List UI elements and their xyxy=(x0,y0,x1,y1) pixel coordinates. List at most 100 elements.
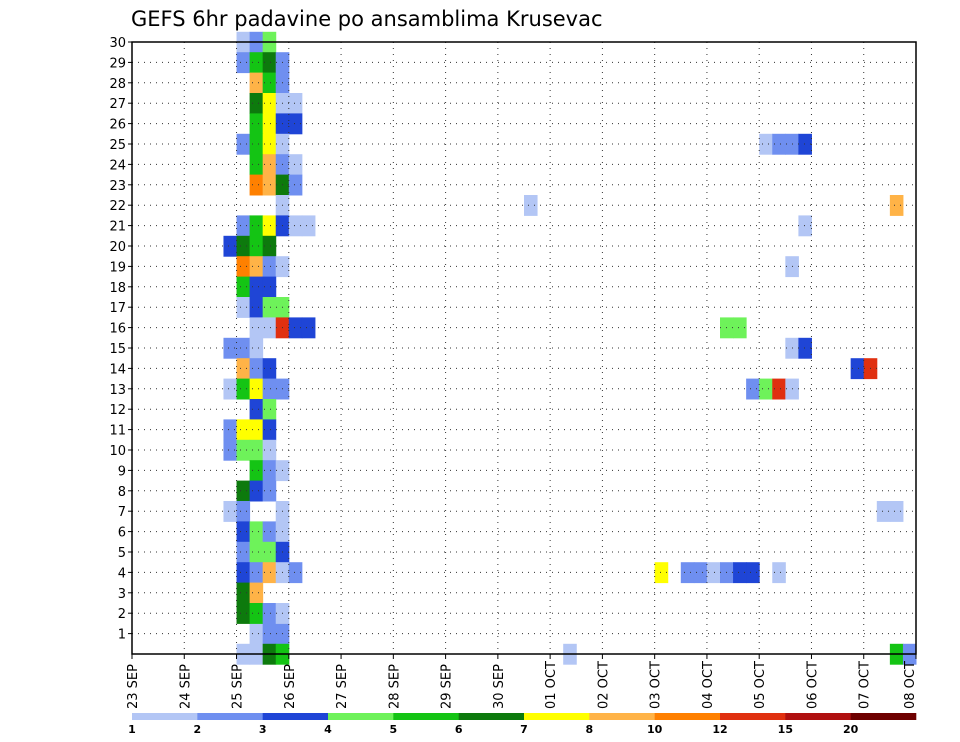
heatmap-cell xyxy=(262,439,277,461)
heatmap-cell xyxy=(262,317,277,339)
legend-swatch xyxy=(458,713,525,720)
heatmap-cell xyxy=(288,154,303,176)
heatmap-cell xyxy=(262,215,277,237)
heatmap-cell xyxy=(262,399,277,420)
heatmap-cell xyxy=(236,358,251,380)
legend-label: 6 xyxy=(455,723,463,736)
y-tick-label: 4 xyxy=(118,566,126,581)
heatmap-cell xyxy=(262,541,277,563)
y-tick-label: 1 xyxy=(118,628,126,643)
heatmap-cell xyxy=(262,480,277,502)
heatmap-cell xyxy=(249,113,264,135)
heatmap-cell xyxy=(223,501,238,522)
heatmap-cell xyxy=(249,378,264,400)
y-tick-label: 6 xyxy=(118,526,126,541)
heatmap-cells xyxy=(223,31,917,665)
heatmap-cell xyxy=(262,52,277,74)
legend-label: 1 xyxy=(128,723,136,736)
y-tick-label: 29 xyxy=(109,56,126,71)
heatmap-cell xyxy=(746,562,760,584)
heatmap-cell xyxy=(236,133,251,155)
heatmap-cell xyxy=(524,195,538,216)
legend-label: 7 xyxy=(520,723,528,736)
heatmap-cell xyxy=(249,174,264,196)
heatmap-cell xyxy=(772,378,786,400)
y-tick-label: 22 xyxy=(109,199,126,214)
heatmap-cell xyxy=(746,378,760,400)
heatmap-cell xyxy=(249,215,264,237)
heatmap-cell xyxy=(262,276,277,298)
x-tick-label: 06 OCT xyxy=(805,661,820,709)
heatmap-cell xyxy=(249,337,264,359)
heatmap-cell xyxy=(249,358,264,380)
heatmap-cell xyxy=(236,541,251,563)
heatmap-cell xyxy=(262,256,277,278)
heatmap-cell xyxy=(236,52,251,74)
y-tick-label: 21 xyxy=(109,220,126,235)
legend-label: 12 xyxy=(712,723,727,736)
legend-label: 5 xyxy=(390,723,398,736)
heatmap-cell xyxy=(798,133,812,155)
legend-swatch xyxy=(589,713,655,720)
grid-lines xyxy=(132,41,916,654)
x-tick-label: 05 OCT xyxy=(753,661,768,709)
heatmap-cell xyxy=(236,480,251,502)
x-tick-label: 24 SEP xyxy=(178,664,193,709)
legend-swatch xyxy=(262,713,329,720)
heatmap-cell xyxy=(249,154,264,176)
heatmap-cell xyxy=(759,133,773,155)
heatmap-cell xyxy=(288,215,303,237)
heatmap-cell xyxy=(236,603,251,624)
heatmap-cell xyxy=(249,582,264,604)
heatmap-cell xyxy=(236,297,251,318)
heatmap-cell xyxy=(262,72,277,94)
x-tick-label: 23 SEP xyxy=(126,664,141,709)
heatmap-cell xyxy=(249,419,264,441)
heatmap-cell xyxy=(236,582,251,604)
y-tick-label: 28 xyxy=(109,77,126,92)
heatmap-cell xyxy=(249,541,264,563)
heatmap-cell xyxy=(236,419,251,441)
legend-swatch xyxy=(720,713,786,720)
legend-label: 4 xyxy=(324,723,332,736)
x-tick-label: 25 SEP xyxy=(231,664,246,709)
heatmap-cell xyxy=(733,317,747,339)
heatmap-cell xyxy=(262,623,277,645)
x-tick-label: 02 OCT xyxy=(596,661,611,709)
legend-swatch xyxy=(393,713,459,720)
x-tick-label: 07 OCT xyxy=(858,661,873,709)
heatmap-cell xyxy=(236,256,251,278)
heatmap-cell xyxy=(262,113,277,135)
legend-label: 2 xyxy=(194,723,202,736)
heatmap-cell xyxy=(262,521,277,543)
legend-swatch xyxy=(132,713,198,720)
y-tick-label: 7 xyxy=(118,505,126,520)
legend-label: 15 xyxy=(778,723,793,736)
y-tick-label: 15 xyxy=(109,342,126,357)
heatmap-cell xyxy=(249,52,264,74)
y-tick-label: 19 xyxy=(109,260,126,275)
y-tick-label: 27 xyxy=(109,97,126,112)
heatmap-cell xyxy=(262,297,277,318)
chart-title: GEFS 6hr padavine po ansamblima Krusevac xyxy=(131,7,603,31)
heatmap-cell xyxy=(262,174,277,196)
heatmap-cell xyxy=(249,235,264,257)
y-tick-label: 10 xyxy=(109,444,126,459)
heatmap-cell xyxy=(262,378,277,400)
y-tick-label: 9 xyxy=(118,464,126,479)
legend-swatch xyxy=(785,713,851,720)
x-tick-label: 29 SEP xyxy=(440,664,455,709)
heatmap-cell xyxy=(223,235,238,257)
heatmap-cell xyxy=(798,215,812,237)
heatmap-cell xyxy=(262,358,277,380)
legend-label: 10 xyxy=(647,723,663,736)
heatmap-cell xyxy=(288,113,303,135)
heatmap-cell xyxy=(301,215,316,237)
heatmap-cell xyxy=(262,133,277,155)
legend-swatch xyxy=(197,713,263,720)
heatmap-cell xyxy=(889,195,904,216)
legend-swatch xyxy=(850,713,917,720)
x-tick-label: 30 SEP xyxy=(492,664,507,709)
heatmap-cell xyxy=(772,133,786,155)
